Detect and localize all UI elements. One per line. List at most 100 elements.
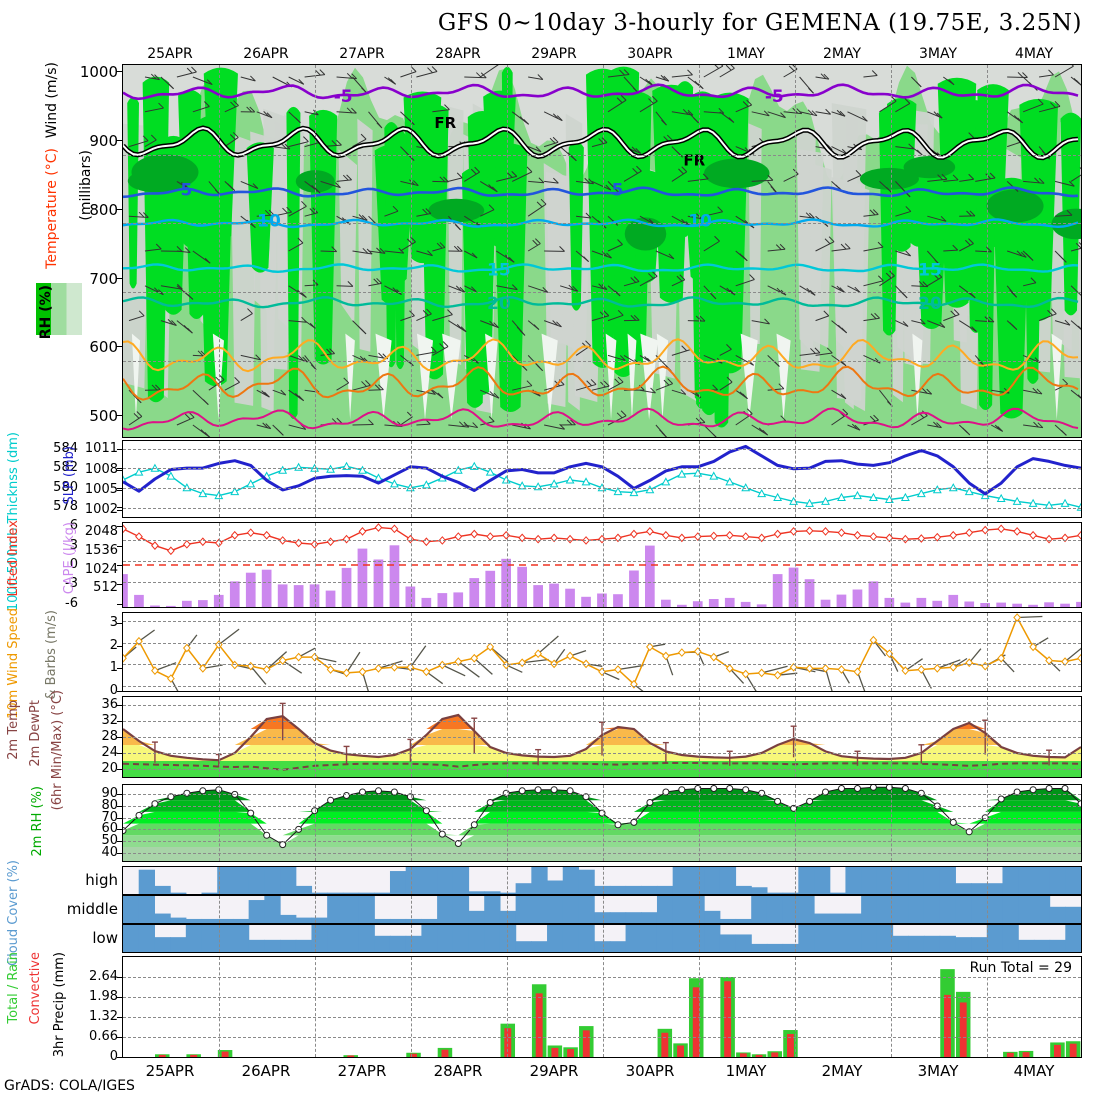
- date-label: 3MAY: [917, 1062, 959, 1080]
- axis-tick: [117, 277, 122, 279]
- date-label: 27APR: [337, 1062, 387, 1080]
- run-total-label: Run Total = 29: [966, 960, 1075, 976]
- axis-tick-label: 584: [53, 440, 78, 456]
- axis-tick-label: 60: [101, 821, 118, 837]
- axis-tick-label: 600: [89, 338, 118, 357]
- axis-tick: [117, 1037, 122, 1038]
- svg-text:5: 5: [180, 180, 192, 200]
- panel-cloud-middle[interactable]: [122, 895, 1082, 924]
- axis-tick: [117, 139, 122, 141]
- axis-tick-label: 580: [53, 479, 78, 495]
- svg-text:5: 5: [612, 180, 624, 200]
- axis-tick-label: 1: [109, 660, 118, 676]
- axis-label-2m-temp: 2m Temp: [6, 700, 21, 760]
- date-label: 28APR: [433, 1062, 483, 1080]
- axis-tick: [117, 449, 122, 451]
- panel-sounding[interactable]: -5 -5 5 5 10 10 15 15 20 20 FR FR: [122, 64, 1082, 438]
- panel-2m-rh[interactable]: [122, 784, 1082, 862]
- axis-tick: [117, 469, 122, 471]
- axis-tick: [117, 1017, 122, 1018]
- axis-tick: [117, 691, 122, 692]
- axis-tick-label: 20: [101, 761, 118, 776]
- cloud-row-label-middle: middle: [66, 900, 118, 918]
- axis-tick-label: 0.66: [89, 1029, 118, 1044]
- panel-10m-wind[interactable]: [122, 612, 1082, 692]
- axis-tick-label: 2: [109, 637, 118, 653]
- cloud-row-label-low: low: [92, 929, 118, 947]
- axis-label-lifted-index: Lifted Index: [6, 520, 21, 597]
- axis-tick-label: 80: [101, 798, 118, 814]
- axis-tick-label: 900: [89, 131, 118, 150]
- svg-text:20: 20: [918, 294, 942, 314]
- page-title: GFS 0~10day 3-hourly for GEMENA (19.75E,…: [437, 10, 1082, 36]
- svg-text:10: 10: [688, 212, 712, 232]
- cloud-row-label-high: high: [85, 871, 118, 889]
- legend-total-rain: Total / Rain: [6, 952, 21, 1024]
- axis-tick: [117, 623, 122, 625]
- cloud-high-plot-area: [123, 867, 1081, 894]
- axis-tick: [117, 769, 122, 770]
- axis-tick: [117, 852, 122, 854]
- panel-slp-thickness[interactable]: [122, 440, 1082, 518]
- svg-text:FR: FR: [434, 114, 456, 132]
- date-label: 30APR: [625, 1062, 675, 1080]
- svg-text:10: 10: [257, 212, 281, 232]
- axis-tick: [117, 487, 122, 489]
- panel-cloud-high[interactable]: [122, 866, 1082, 895]
- axis-tick-label: 2.64: [89, 969, 118, 984]
- axis-tick-label: 500: [89, 407, 118, 426]
- date-label: 25APR: [147, 46, 193, 62]
- axis-tick-label: 0: [109, 683, 118, 698]
- axis-tick-label: 700: [89, 269, 118, 288]
- axis-tick-label: 2048: [84, 524, 118, 540]
- axis-tick: [117, 829, 122, 831]
- axis-tick: [117, 645, 122, 647]
- date-label: 29APR: [531, 46, 577, 62]
- axis-tick-label: 70: [101, 809, 118, 825]
- svg-text:15: 15: [487, 261, 511, 281]
- panel-cloud-low[interactable]: [122, 924, 1082, 953]
- svg-text:FR: FR: [683, 151, 705, 169]
- cloud-low-plot-area: [123, 925, 1081, 952]
- axis-tick-label: 28: [101, 729, 118, 744]
- axis-tick: [117, 208, 122, 210]
- axis-tick: [117, 415, 122, 417]
- axis-tick: [117, 545, 122, 547]
- axis-tick: [117, 705, 122, 706]
- axis-label-millibars: (millibars): [78, 150, 94, 221]
- date-label: 2MAY: [822, 46, 862, 62]
- axis-tick: [117, 526, 122, 528]
- panel-precipitation[interactable]: Run Total = 29: [122, 956, 1082, 1058]
- axis-tick-label: 40: [101, 844, 118, 860]
- axis-tick: [117, 753, 122, 754]
- date-label: 1MAY: [725, 1062, 767, 1080]
- date-label: 3MAY: [918, 46, 958, 62]
- axis-tick-label: 1.98: [89, 989, 118, 1004]
- axis-tick-label: 1005: [84, 481, 118, 497]
- svg-text:-5: -5: [765, 87, 784, 107]
- date-label: 2MAY: [821, 1062, 863, 1080]
- svg-text:20: 20: [487, 294, 511, 314]
- axis-tick-label: 1024: [84, 561, 118, 577]
- axis-tick: [117, 603, 122, 605]
- axis-tick: [117, 668, 122, 670]
- date-label: 29APR: [529, 1062, 579, 1080]
- axis-tick: [117, 565, 122, 566]
- axis-tick-label: 1536: [84, 542, 118, 558]
- sounding-plot-area: -5 -5 5 5 10 10 15 15 20 20 FR FR: [123, 65, 1081, 437]
- date-label: 28APR: [435, 46, 481, 62]
- temp-plot-area: [123, 697, 1081, 777]
- axis-tick-label: 32: [101, 713, 118, 728]
- axis-tick-label: -3: [65, 576, 78, 592]
- panel-cape-lifted-index[interactable]: [122, 522, 1082, 608]
- rh-plot-area: [123, 785, 1081, 861]
- axis-label-2m-rh: 2m RH (%): [30, 786, 45, 857]
- axis-tick-label: 1000: [79, 62, 118, 81]
- axis-tick: [117, 510, 122, 512]
- axis-label-2m-dewpt: 2m DewPt: [28, 700, 43, 767]
- precip-plot-area: [123, 957, 1081, 1057]
- axis-label-barbs: & Barbs (m/s): [44, 610, 59, 700]
- panel-2m-temperature[interactable]: [122, 696, 1082, 778]
- axis-tick: [117, 489, 122, 491]
- axis-tick-label: -6: [65, 595, 78, 611]
